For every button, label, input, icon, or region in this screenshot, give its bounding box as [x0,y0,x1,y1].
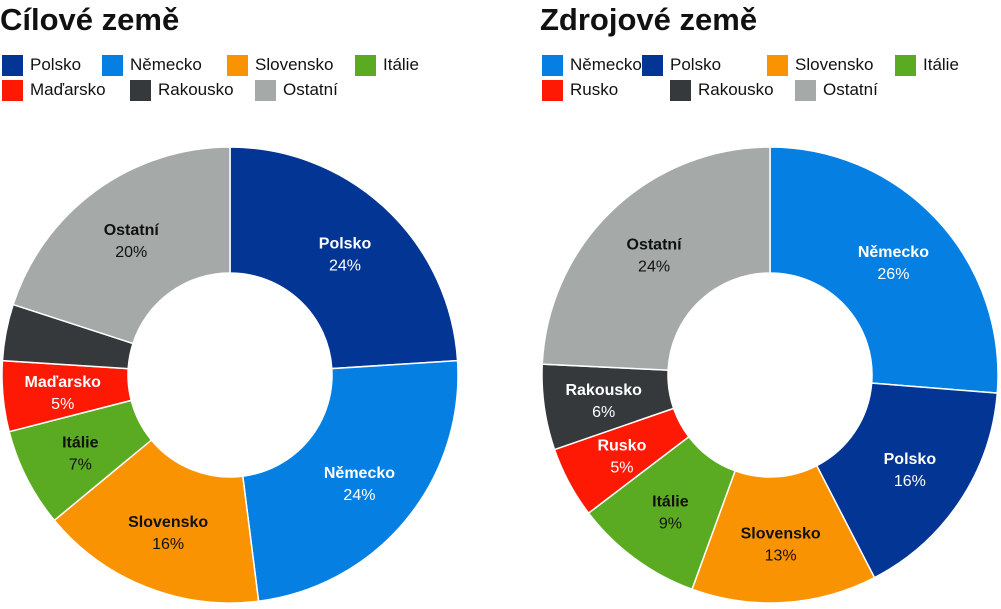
legend-label: Rakousko [698,80,774,99]
donut-slice-nemecko [769,146,999,394]
legend-swatch [102,54,123,76]
donut-slice-nemecko [241,359,459,603]
slice-value-italie: 7% [69,456,92,473]
slice-label-slovensko: Slovensko [741,526,821,543]
donut-slice-ostatni [541,146,771,371]
legend-label: Německo [130,55,202,74]
legend-label: Itálie [383,55,419,74]
slice-label-slovensko: Slovensko [128,514,208,531]
legend-item-nemecko: Německo [542,54,642,76]
legend-item-italie: Itálie [355,54,419,76]
legend-item-madarsko: Maďarsko [2,79,106,101]
legend-swatch [642,54,663,76]
slice-label-polsko: Polsko [884,451,937,468]
slice-label-ostatni: Ostatní [627,236,683,253]
legend-item-rakousko: Rakousko [670,79,774,101]
donut-chart: Polsko 24% Německo 24% Slovensko 16% Itálie 7% M… [1,146,459,604]
legend-label: Ostatní [283,80,338,99]
legend-swatch [670,79,691,101]
slice-value-rakousko: 6% [592,404,615,421]
legend-label: Maďarsko [30,80,106,99]
donut-slice-polsko [229,146,459,370]
legend-item-nemecko: Německo [102,54,202,76]
legend-row: Rusko Rakousko Ostatní [542,79,1001,101]
donut-slice-slovensko [53,438,260,604]
legend-swatch [355,54,376,76]
legend-item-polsko: Polsko [642,54,721,76]
donut-slice-ostatni [12,146,231,345]
slice-value-madarsko: 5% [51,396,74,413]
legend-label: Polsko [30,55,82,74]
legend-swatch [767,54,788,76]
slice-label-italie: Itálie [652,493,689,510]
slice-value-ostatni: 20% [115,244,147,261]
chart-title: Zdrojové země [540,2,758,37]
legend-row: Polsko Německo Slovensko Itálie [2,54,472,76]
legend-label: Itálie [923,55,959,74]
chart-panel-zdrojove: Zdrojové země Německo Polsko Slovensko Itál… [540,0,1001,609]
legend-item-slovensko: Slovensko [227,54,333,76]
slice-value-nemecko: 26% [877,266,909,283]
slice-value-polsko: 24% [329,258,361,275]
legend-label: Rakousko [158,80,234,99]
slice-value-ostatni: 24% [638,258,670,275]
legend-swatch [795,79,816,101]
slice-value-nemecko: 24% [343,487,375,504]
legend-row: Maďarsko Rakousko Ostatní [2,79,472,101]
legend-item-ostatni: Ostatní [795,79,878,101]
legend-label: Ostatní [823,80,878,99]
slice-value-slovensko: 13% [765,548,797,565]
legend-row: Německo Polsko Slovensko Itálie [542,54,1001,76]
slice-label-madarsko: Maďarsko [25,374,102,391]
legend-swatch [542,54,563,76]
slice-value-polsko: 16% [894,473,926,490]
legend-swatch [542,79,563,101]
legend-swatch [227,54,248,76]
slice-label-rusko: Rusko [597,437,646,454]
slice-label-ostatni: Ostatní [104,222,160,239]
donut-chart: Německo 26% Polsko 16% Slovensko 13% Itálie 9% R… [541,146,999,604]
donut-slice-slovensko [691,464,876,604]
legend-label: Německo [570,55,642,74]
legend-label: Rusko [570,80,619,99]
legend-swatch [2,79,23,101]
legend-label: Polsko [670,55,722,74]
legend-swatch [895,54,916,76]
legend-item-italie: Itálie [895,54,959,76]
legend-label: Slovensko [255,55,334,74]
legend-item-polsko: Polsko [2,54,81,76]
chart-panel-cilove: Cílové země Polsko Německo Slovensko Itálie… [0,0,500,609]
donut-slice-polsko [815,382,999,579]
slice-label-italie: Itálie [62,434,99,451]
slice-label-nemecko: Německo [858,244,929,261]
legend-item-slovensko: Slovensko [767,54,873,76]
slice-value-slovensko: 16% [152,536,184,553]
legend-swatch [2,54,23,76]
legend-item-rakousko: Rakousko [130,79,234,101]
slice-label-polsko: Polsko [319,236,372,253]
legend-item-rusko: Rusko [542,79,618,101]
slice-label-nemecko: Německo [324,465,395,482]
slice-label-rakousko: Rakousko [565,382,642,399]
legend-item-ostatni: Ostatní [255,79,338,101]
legend-swatch [130,79,151,101]
slice-value-italie: 9% [659,515,682,532]
legend-label: Slovensko [795,55,874,74]
chart-title: Cílové země [0,2,180,37]
legend-swatch [255,79,276,101]
slice-value-rusko: 5% [610,459,633,476]
